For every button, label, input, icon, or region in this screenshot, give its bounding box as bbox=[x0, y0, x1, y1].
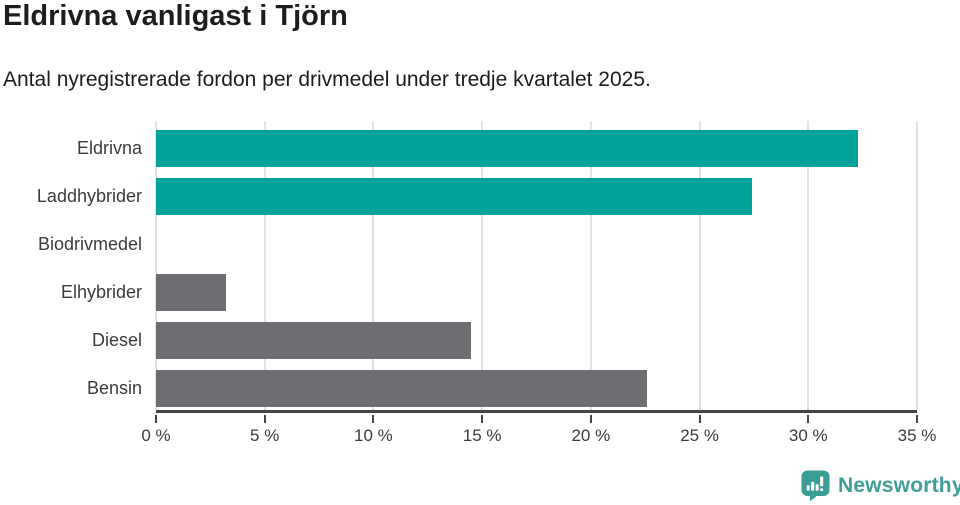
bar-laddhybrider bbox=[156, 178, 752, 215]
chart-subtitle: Antal nyregistrerade fordon per drivmede… bbox=[3, 68, 651, 91]
bar-elhybrider bbox=[156, 274, 226, 311]
x-tick-label-5: 5 % bbox=[250, 426, 280, 445]
category-labels: Eldrivna Laddhybrider Biodrivmedel Elhybrid… bbox=[0, 121, 146, 413]
category-label-eldrivna: Eldrivna bbox=[76, 138, 142, 158]
newsworthy-logo-icon bbox=[801, 470, 830, 502]
x-tick-label-0: 0 % bbox=[141, 426, 171, 445]
x-tick-label-10: 10 % bbox=[354, 426, 393, 445]
x-axis: 0 % 5 % 10 % 15 % 20 % 25 % 30 % 35 % bbox=[141, 414, 936, 456]
category-label-bensin: Bensin bbox=[86, 378, 142, 398]
x-tick-label-25: 25 % bbox=[680, 426, 719, 445]
x-tick-0 bbox=[155, 415, 157, 423]
bar-diesel bbox=[156, 322, 472, 359]
gridline-35 bbox=[916, 121, 918, 410]
x-tick-label-15: 15 % bbox=[462, 426, 502, 445]
x-tick-20 bbox=[589, 415, 592, 423]
gridline-0 bbox=[155, 121, 157, 410]
x-tick-5 bbox=[263, 415, 266, 423]
brand-name: Newsworthy bbox=[838, 474, 960, 497]
category-label-laddhybrider: Laddhybrider bbox=[36, 186, 142, 206]
x-tick-25 bbox=[698, 415, 701, 423]
category-label-biodrivmedel: Biodrivmedel bbox=[37, 234, 142, 254]
x-tick-10 bbox=[372, 415, 375, 423]
x-tick-15 bbox=[481, 415, 484, 423]
x-tick-35 bbox=[916, 415, 918, 423]
bar-bensin bbox=[156, 370, 648, 407]
category-label-elhybrider: Elhybrider bbox=[60, 282, 142, 302]
x-tick-label-35: 35 % bbox=[897, 426, 937, 445]
gridline-30 bbox=[807, 121, 810, 410]
gridline-20 bbox=[589, 121, 592, 410]
gridline-25 bbox=[698, 121, 701, 410]
bar-eldrivna bbox=[156, 130, 859, 167]
gridline-15 bbox=[481, 121, 484, 410]
gridline-10 bbox=[372, 121, 375, 410]
chart-title: Eldrivna vanligast i Tjörn bbox=[3, 0, 348, 32]
x-tick-30 bbox=[807, 415, 810, 423]
x-tick-label-30: 30 % bbox=[788, 426, 828, 445]
newsworthy-brand-link[interactable]: Newsworthy bbox=[801, 470, 960, 502]
gridline-5 bbox=[263, 121, 266, 410]
category-label-diesel: Diesel bbox=[91, 330, 142, 350]
plot-area bbox=[155, 121, 918, 413]
x-tick-label-20: 20 % bbox=[571, 426, 611, 445]
